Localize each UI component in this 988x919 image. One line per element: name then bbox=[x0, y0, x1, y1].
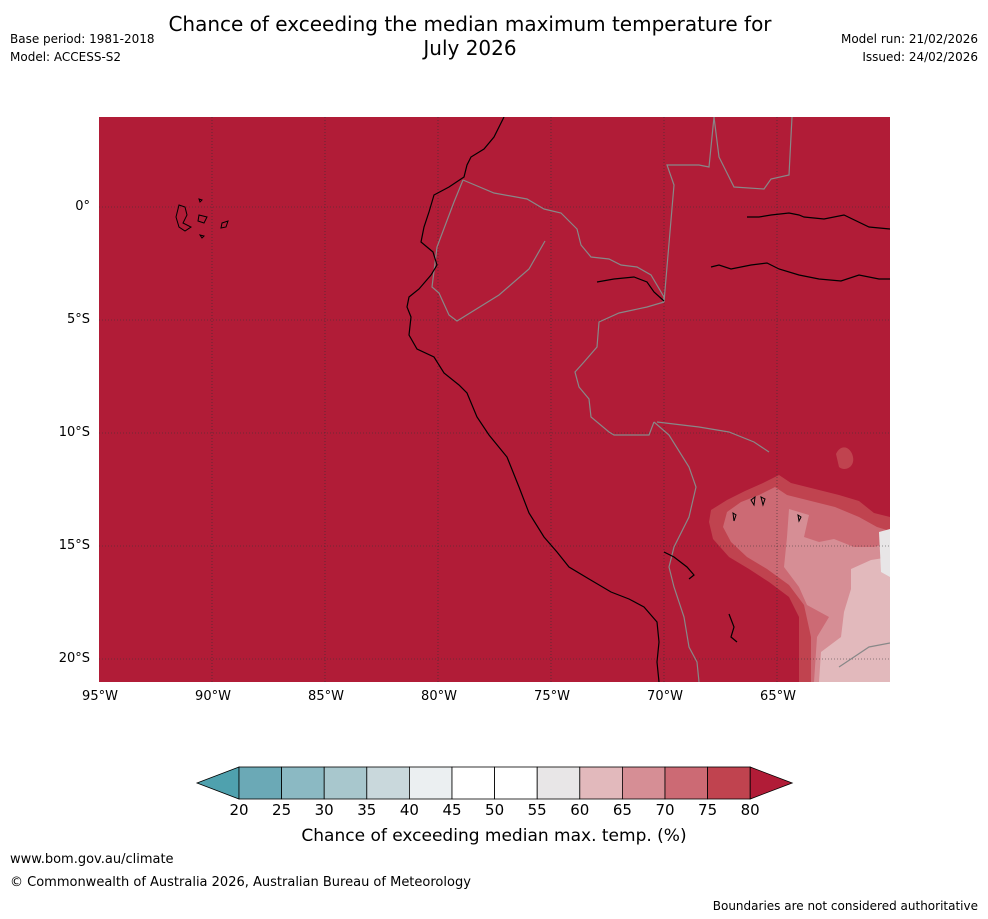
colorbar-tick-label: 20 bbox=[229, 801, 249, 819]
lat-label-20s: 20°S bbox=[58, 651, 90, 666]
title-line-2: July 2026 bbox=[423, 36, 517, 60]
colorbar-tick-label: 80 bbox=[740, 801, 760, 819]
colorbar-cell bbox=[323, 766, 368, 800]
lakes bbox=[732, 495, 802, 523]
disclaimer-text: Boundaries are not considered authoritat… bbox=[712, 899, 978, 913]
lon-label-75w: 75°W bbox=[534, 689, 570, 704]
colorbar-cell bbox=[707, 766, 751, 800]
lon-label-85w: 85°W bbox=[308, 689, 344, 704]
graticule bbox=[99, 117, 890, 682]
colorbar-cell bbox=[664, 766, 708, 800]
lon-label-70w: 70°W bbox=[647, 689, 683, 704]
copyright-text: © Commonwealth of Australia 2026, Austra… bbox=[10, 875, 471, 890]
colorbar-arrow-high bbox=[749, 766, 794, 800]
colorbar-cell bbox=[621, 766, 666, 800]
lat-label-10s: 10°S bbox=[58, 425, 90, 440]
website-link[interactable]: www.bom.gov.au/climate bbox=[10, 852, 174, 867]
lat-label-0: 0° bbox=[75, 199, 90, 214]
colorbar-cell bbox=[451, 766, 495, 800]
colorbar-tick-label: 75 bbox=[698, 801, 718, 819]
colorbar-tick-label: 55 bbox=[527, 801, 547, 819]
colorbar-cell bbox=[494, 766, 538, 800]
colorbar-tick-label: 45 bbox=[442, 801, 462, 819]
colorbar-tick-label: 30 bbox=[314, 801, 334, 819]
title-line-1: Chance of exceeding the median maximum t… bbox=[168, 12, 772, 36]
colorbar-cell bbox=[408, 766, 453, 800]
colorbar-label: Chance of exceeding median max. temp. (%… bbox=[301, 826, 687, 846]
region-55-60 bbox=[879, 529, 890, 577]
coastline bbox=[406, 117, 890, 682]
lon-label-80w: 80°W bbox=[421, 689, 457, 704]
colorbar-tick-label: 25 bbox=[272, 801, 292, 819]
colorbar-cell bbox=[238, 766, 282, 800]
colorbar-tick-label: 35 bbox=[357, 801, 377, 819]
right-metadata: Model run: 21/02/2026 Issued: 24/02/2026 bbox=[841, 32, 978, 68]
lat-label-15s: 15°S bbox=[58, 538, 90, 553]
lat-label-5s: 5°S bbox=[66, 312, 90, 327]
colorbar-tick-label: 65 bbox=[612, 801, 632, 819]
colorbar-cell bbox=[366, 766, 410, 800]
colorbar-cell bbox=[536, 766, 581, 800]
issued-date: Issued: 24/02/2026 bbox=[862, 50, 978, 64]
galapagos-islands bbox=[175, 198, 229, 239]
colorbar-tick-label: 50 bbox=[485, 801, 505, 819]
model-name: Model: ACCESS-S2 bbox=[10, 50, 122, 64]
chart-title: Chance of exceeding the median maximum t… bbox=[150, 12, 790, 60]
forecast-map bbox=[99, 117, 890, 682]
colorbar-arrow-low bbox=[195, 766, 240, 800]
lon-label-65w: 65°W bbox=[760, 689, 796, 704]
region-60-65 bbox=[819, 557, 890, 682]
colorbar-tick-label: 60 bbox=[570, 801, 590, 819]
colorbar-tick-label: 40 bbox=[399, 801, 419, 819]
colorbar bbox=[195, 766, 794, 800]
model-run: Model run: 21/02/2026 bbox=[840, 32, 978, 46]
colorbar-cell bbox=[579, 766, 623, 800]
lon-label-90w: 90°W bbox=[195, 689, 231, 704]
map-background-80-plus bbox=[99, 117, 890, 682]
country-borders bbox=[431, 117, 890, 682]
colorbar-cell bbox=[281, 766, 325, 800]
base-period: Base period: 1981-2018 bbox=[10, 32, 155, 46]
lon-label-95w: 95°W bbox=[82, 689, 118, 704]
region-75-80-small bbox=[836, 447, 854, 469]
left-metadata: Base period: 1981-2018 Model: ACCESS-S2 bbox=[10, 32, 155, 68]
colorbar-tick-label: 70 bbox=[655, 801, 675, 819]
